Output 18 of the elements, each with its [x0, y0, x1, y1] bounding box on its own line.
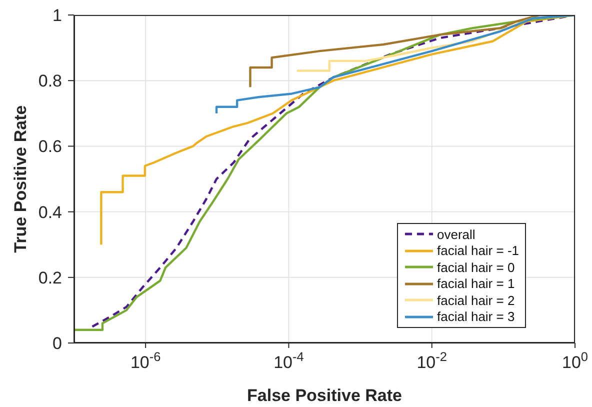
x-tick-label: 10$^{-4}$	[274, 348, 304, 372]
y-tick-label: 0.2	[38, 268, 62, 288]
legend-label: facial hair = -1	[437, 243, 520, 258]
y-tick-label: 0.6	[38, 137, 62, 156]
y-tick-label: 0.4	[38, 202, 62, 222]
y-tick-label: 0.8	[38, 72, 62, 91]
x-tick-label: 10$^{-6}$	[130, 348, 161, 372]
legend-label: facial hair = 2	[437, 292, 515, 308]
x-tick-label: 10$^{-2}$	[416, 348, 447, 372]
legend-label: facial hair = 1	[437, 276, 515, 292]
y-tick-label: 1	[52, 6, 62, 25]
y-tick-label: 0	[52, 334, 62, 353]
x-axis-title: False Positive Rate	[247, 386, 402, 405]
legend-label: facial hair = 0	[437, 260, 515, 275]
legend-label: facial hair = 3	[437, 309, 515, 324]
y-axis-title: True Positive Rate	[11, 105, 30, 253]
x-tick-label: 10$^{0}$	[562, 348, 588, 372]
legend-label: overall	[437, 226, 476, 242]
